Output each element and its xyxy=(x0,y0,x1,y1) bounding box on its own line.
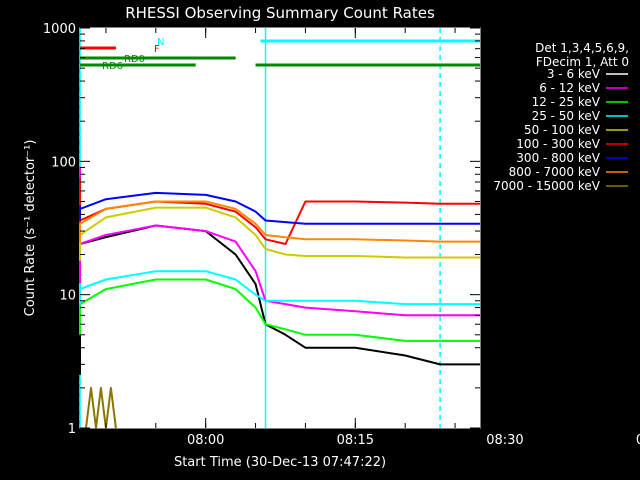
legend-label-0: 3 - 6 keV xyxy=(547,67,601,81)
legend-label-8: 7000 - 15000 keV xyxy=(493,179,600,193)
y-tick-label-3: 1000 xyxy=(43,22,76,37)
x-tick-label-1: 08:15 xyxy=(337,433,374,448)
legend-label-3: 25 - 50 keV xyxy=(532,109,601,123)
y-axis: 1 10 100 1000 xyxy=(43,22,480,437)
chart-title: RHESSI Observing Summary Count Rates xyxy=(125,4,435,22)
x-axis-label: Start Time (30-Dec-13 07:47:22) xyxy=(174,455,386,470)
flag-label-n: N xyxy=(157,37,164,48)
flag-label-f: F xyxy=(154,44,160,55)
legend-header-0: Det 1,3,4,5,6,9, xyxy=(535,41,629,55)
legend-label-2: 12 - 25 keV xyxy=(532,95,601,109)
flag-label-rd6: RD6 xyxy=(102,61,123,72)
legend-label-4: 50 - 100 keV xyxy=(524,123,601,137)
series-8-line xyxy=(85,386,117,429)
y-axis-label: Count Rate (s⁻¹ detector⁻¹) xyxy=(23,140,38,317)
x-tick-label-2: 08:30 xyxy=(486,433,523,448)
legend-label-6: 300 - 800 keV xyxy=(516,151,600,165)
y-tick-label-1: 10 xyxy=(59,289,76,304)
legend-label-7: 800 - 7000 keV xyxy=(509,165,601,179)
x-tick-label-3: 08:45 xyxy=(636,433,640,448)
legend-header-1: FDecim 1, Att 0 xyxy=(536,55,629,69)
y-tick-label-0: 1 xyxy=(68,422,76,437)
y-tick-label-2: 100 xyxy=(51,155,76,170)
legend: Det 1,3,4,5,6,9,FDecim 1, Att 03 - 6 keV… xyxy=(493,41,629,193)
flag-label-rd0: RD0 xyxy=(124,54,145,65)
x-tick-label-0: 08:00 xyxy=(187,433,224,448)
legend-label-1: 6 - 12 keV xyxy=(539,81,601,95)
legend-label-5: 100 - 300 keV xyxy=(516,137,600,151)
series-5-line xyxy=(79,177,480,245)
